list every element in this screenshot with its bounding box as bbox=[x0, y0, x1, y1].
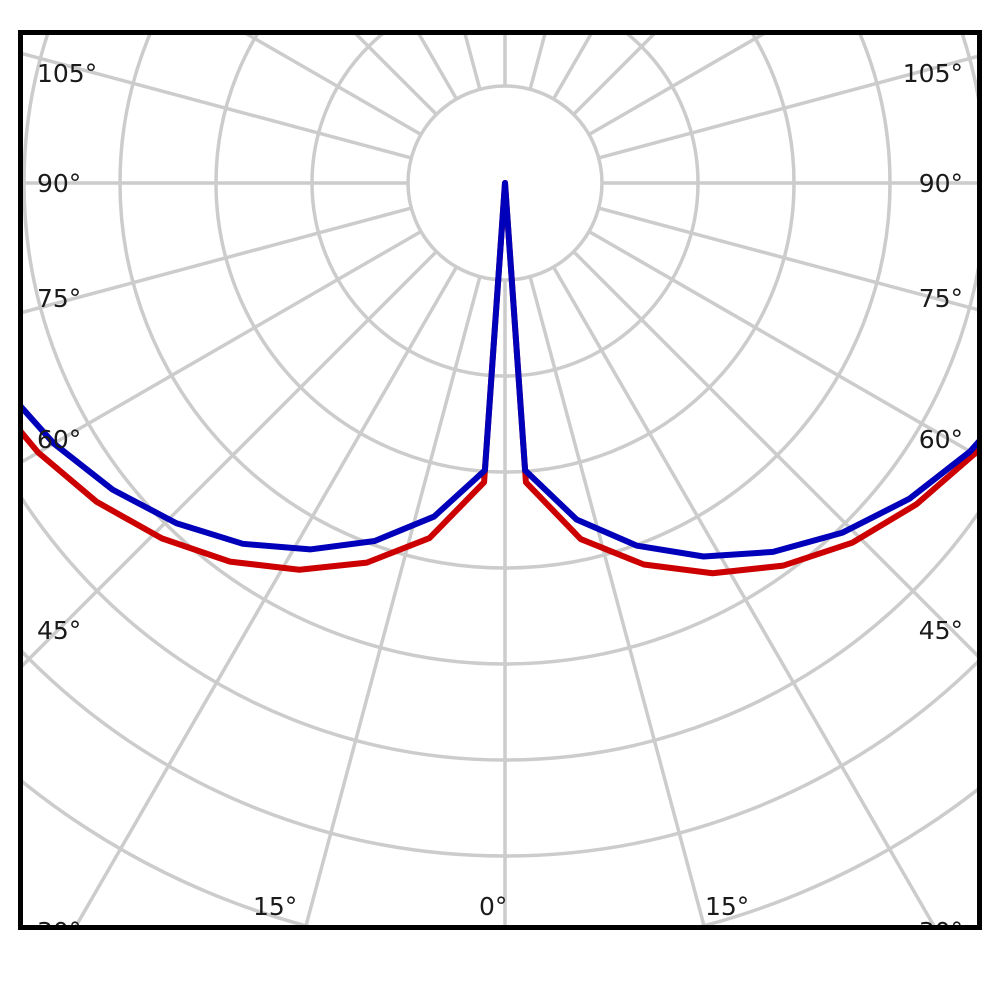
angle-label-left-1: 90° bbox=[37, 169, 82, 198]
grid-spoke-105 bbox=[598, 54, 977, 160]
angle-label-bottom-1: 0° bbox=[479, 892, 508, 921]
angle-label-bottom-0: 15° bbox=[253, 892, 298, 921]
grid-spoke-120 bbox=[588, 35, 765, 137]
grid-ring-7 bbox=[23, 779, 977, 925]
grid-spoke--60 bbox=[23, 229, 422, 464]
angle-label-left-3: 60° bbox=[37, 425, 82, 454]
grid-spoke--45 bbox=[23, 250, 438, 668]
grid-spoke--75 bbox=[23, 206, 412, 314]
plot-frame: 105°90°75°60°45°30° 105°90°75°60°45°30° … bbox=[18, 30, 982, 930]
grid-spoke-45 bbox=[572, 250, 977, 658]
polar-grid bbox=[23, 35, 977, 925]
grid-spoke-15 bbox=[528, 276, 706, 925]
grid-spoke-75 bbox=[598, 206, 977, 312]
grid-spoke--30 bbox=[74, 266, 459, 925]
angle-label-right-4: 45° bbox=[918, 616, 963, 645]
angle-label-left-0: 105° bbox=[37, 59, 98, 88]
angle-label-left-2: 75° bbox=[37, 284, 82, 313]
angle-label-left-5: 30° bbox=[37, 917, 81, 925]
angle-label-bottom-2: 15° bbox=[705, 892, 750, 921]
angle-label-right-5: 30° bbox=[919, 917, 963, 925]
grid-spoke--105 bbox=[23, 52, 412, 160]
angle-label-left-4: 45° bbox=[37, 616, 82, 645]
angle-label-right-3: 60° bbox=[918, 425, 963, 454]
curve-c0-c180 bbox=[23, 180, 977, 577]
grid-spoke--120 bbox=[245, 35, 422, 137]
grid-spoke-30 bbox=[551, 266, 936, 925]
grid-ring-6 bbox=[23, 650, 977, 858]
grid-spoke--15 bbox=[304, 276, 482, 925]
angle-label-right-1: 90° bbox=[918, 169, 963, 198]
curve-c90-c270 bbox=[23, 180, 977, 560]
grid-ring-5 bbox=[23, 496, 977, 762]
angle-label-right-0: 105° bbox=[902, 59, 963, 88]
polar-plot-svg bbox=[23, 35, 977, 925]
intensity-curves bbox=[23, 180, 977, 577]
grid-spoke-60 bbox=[588, 229, 977, 458]
angle-label-right-2: 75° bbox=[918, 284, 963, 313]
